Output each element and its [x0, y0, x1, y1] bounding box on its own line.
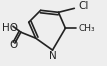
Text: O: O	[10, 40, 18, 50]
Text: Cl: Cl	[78, 1, 89, 11]
Text: HO: HO	[2, 23, 18, 33]
Text: N: N	[49, 51, 56, 61]
Text: CH₃: CH₃	[78, 24, 95, 33]
